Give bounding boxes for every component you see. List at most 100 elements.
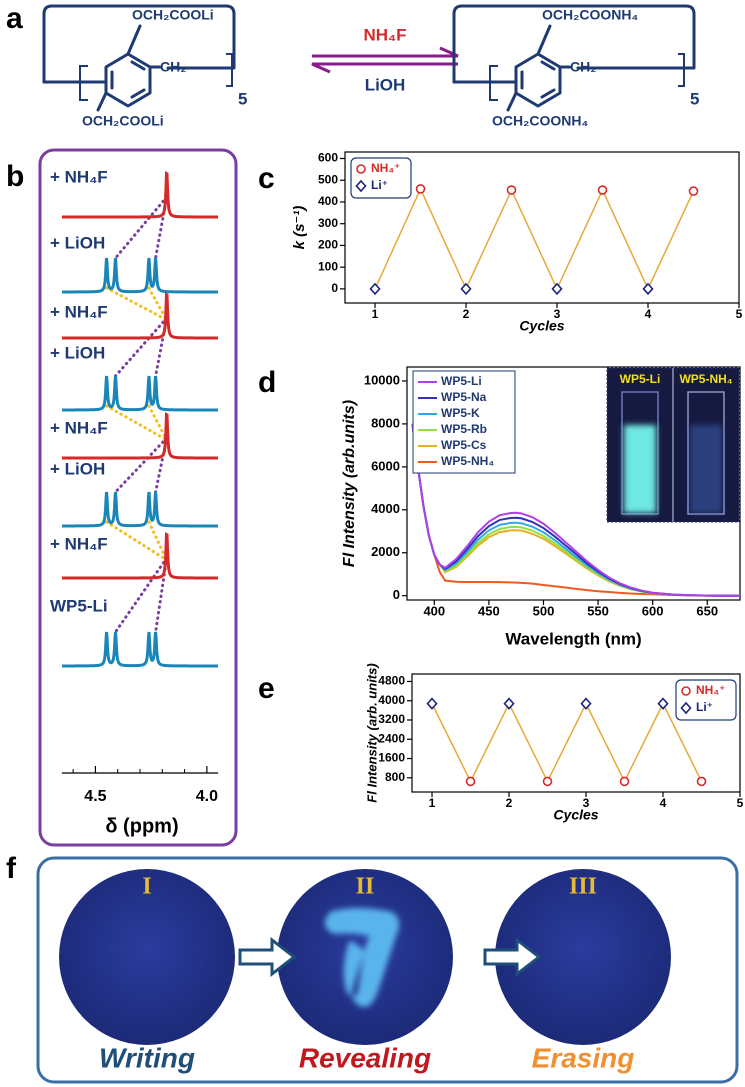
repeat-count: 5 bbox=[238, 89, 247, 108]
cycle-line bbox=[431, 701, 703, 784]
inset-photo bbox=[606, 367, 740, 523]
spectrum-label: + NH₄F bbox=[50, 302, 108, 321]
connector bbox=[113, 316, 169, 378]
writing-frame bbox=[36, 856, 739, 1084]
plot-frame bbox=[406, 366, 741, 601]
substituent: CH₂ bbox=[570, 59, 596, 75]
panel-label: d bbox=[258, 366, 276, 399]
legend-box bbox=[412, 370, 516, 474]
x-tick-label: 650 bbox=[696, 603, 718, 618]
connector bbox=[105, 404, 169, 442]
marker bbox=[642, 282, 654, 296]
y-tick-label: 8000 bbox=[371, 415, 400, 430]
connector bbox=[105, 520, 169, 562]
stage-numeral: II bbox=[356, 874, 375, 900]
y-tick-label: 100 bbox=[318, 259, 338, 273]
substituent: OCH₂COOLi bbox=[132, 7, 214, 23]
x-tick-label: 600 bbox=[642, 603, 664, 618]
revealed-digit bbox=[324, 908, 400, 1008]
x-tick-label: 1 bbox=[429, 796, 436, 810]
y-tick-label: 4000 bbox=[378, 693, 405, 707]
series-line bbox=[411, 423, 740, 597]
arrow bbox=[238, 936, 297, 978]
marker bbox=[460, 282, 472, 296]
x-axis-label: δ (ppm) bbox=[105, 815, 178, 837]
bracket bbox=[489, 53, 685, 101]
panel-label: c bbox=[258, 162, 275, 195]
disc bbox=[59, 869, 235, 1045]
connector bbox=[147, 404, 169, 442]
double-bonds bbox=[520, 60, 556, 99]
cuvette-glow bbox=[624, 425, 656, 513]
spectrum bbox=[62, 531, 218, 580]
y-tick-label: 4800 bbox=[378, 674, 405, 688]
spectrum bbox=[62, 491, 218, 528]
legend-label: WP5-Rb bbox=[441, 422, 487, 436]
arrow-forward bbox=[312, 46, 459, 58]
marker bbox=[506, 185, 517, 195]
disc bbox=[495, 869, 671, 1045]
connector bbox=[154, 436, 169, 494]
x-tick-label: 550 bbox=[587, 603, 609, 618]
series-line bbox=[411, 423, 740, 597]
panel-label: f bbox=[6, 852, 17, 885]
x-tick-label: 400 bbox=[423, 603, 445, 618]
y-axis-label: Fl Intensity (arb. units) bbox=[364, 663, 379, 802]
spectrum bbox=[62, 375, 218, 412]
y-tick-label: 400 bbox=[318, 194, 338, 208]
spectrum bbox=[62, 291, 218, 340]
bond bbox=[506, 24, 572, 112]
stage-numeral: III bbox=[569, 874, 597, 900]
cuvette bbox=[621, 391, 659, 515]
panel-label: b bbox=[6, 160, 24, 193]
marker bbox=[580, 697, 592, 710]
spectrum-label: + LiOH bbox=[50, 233, 105, 252]
y-tick-label: 0 bbox=[331, 281, 338, 295]
spectrum bbox=[62, 170, 218, 219]
nmr-frame bbox=[38, 148, 238, 847]
x-axis-label: Cycles bbox=[519, 318, 564, 334]
repeat-count: 5 bbox=[690, 89, 699, 108]
x-tick-label: 5 bbox=[737, 796, 744, 810]
spectrum bbox=[62, 631, 218, 668]
x-tick-label: 4 bbox=[660, 796, 667, 810]
marker bbox=[426, 697, 438, 710]
marker bbox=[465, 776, 476, 787]
panel-label: a bbox=[6, 2, 23, 35]
macrocycle-left: OCH₂COOLi CH₂ OCH₂COOLi 5 bbox=[42, 4, 247, 129]
y-tick-label: 2400 bbox=[378, 731, 405, 745]
x-axis-label: Wavelength (nm) bbox=[505, 629, 641, 648]
x-tick-label: 1 bbox=[372, 307, 379, 321]
y-tick-label: 300 bbox=[318, 216, 338, 230]
stage-caption: Writing bbox=[99, 1042, 195, 1073]
stage-caption: Revealing bbox=[299, 1042, 431, 1073]
inset-label: WP5-NH₄ bbox=[679, 372, 732, 386]
connector bbox=[105, 286, 169, 322]
y-tick-label: 800 bbox=[385, 770, 405, 784]
y-axis-label: Fl Intensity (arb.units) bbox=[341, 400, 358, 567]
marker bbox=[597, 185, 608, 195]
y-tick-label: 2000 bbox=[371, 544, 400, 559]
y-tick-label: 4000 bbox=[371, 501, 400, 516]
substituent: OCH₂COONH₄ bbox=[542, 7, 638, 23]
legend-label: Li⁺ bbox=[696, 700, 713, 714]
spectrum-label: + NH₄F bbox=[50, 418, 108, 437]
marker bbox=[415, 184, 426, 194]
x-tick-label: 2 bbox=[463, 307, 470, 321]
legend-box bbox=[675, 679, 737, 721]
legend-label: WP5-Cs bbox=[441, 438, 487, 452]
macrocycle-frame bbox=[452, 4, 696, 84]
marker bbox=[503, 697, 515, 710]
x-tick-label: 4 bbox=[645, 307, 652, 321]
substituent: OCH₂COOLi bbox=[82, 113, 164, 129]
connector bbox=[113, 436, 169, 494]
x-tick-label: 4.0 bbox=[196, 788, 218, 805]
y-tick-label: 3200 bbox=[378, 712, 405, 726]
y-tick-label: 500 bbox=[318, 172, 338, 186]
cuvette bbox=[687, 391, 725, 515]
marker bbox=[688, 186, 699, 196]
macrocycle-frame bbox=[42, 4, 236, 84]
connector bbox=[147, 286, 169, 322]
